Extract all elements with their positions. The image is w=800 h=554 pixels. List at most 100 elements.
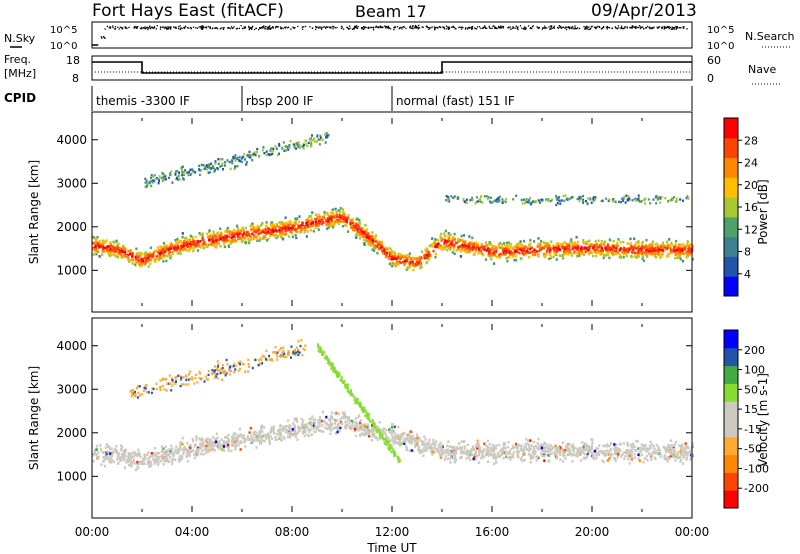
power-cell	[137, 251, 140, 255]
noise-point	[620, 27, 622, 30]
power-cell-far	[305, 142, 308, 146]
velocity-cell	[584, 448, 587, 451]
noise-point	[606, 28, 608, 30]
power-cell	[641, 246, 644, 250]
noise-point	[104, 28, 106, 30]
power-cell-far	[324, 141, 327, 144]
power-cell	[418, 258, 422, 261]
velocity-cell	[287, 419, 290, 422]
power-cell	[540, 239, 543, 243]
power-cell-upper	[534, 200, 537, 203]
noise-point	[368, 27, 370, 29]
noise-point	[517, 28, 519, 31]
power-cell	[260, 230, 263, 233]
power-cell	[490, 252, 494, 255]
power-cell-far	[164, 177, 167, 181]
noise-point	[103, 36, 105, 39]
power-cell	[432, 242, 435, 245]
noise-point	[541, 28, 543, 30]
power-cell	[193, 240, 196, 243]
power-cell-upper	[445, 195, 448, 198]
power-cell-far	[303, 144, 305, 147]
power-cell	[594, 240, 597, 243]
power-cell	[219, 227, 222, 230]
noise-point	[293, 27, 295, 30]
noise-point	[135, 26, 137, 28]
velocity-cell	[573, 446, 576, 450]
noise-point	[275, 26, 277, 28]
power-cell	[465, 251, 468, 254]
noise-point	[494, 26, 497, 28]
power-cell	[678, 256, 681, 259]
velocity-cell	[654, 450, 657, 453]
velocity-cell	[686, 451, 689, 455]
power-cell	[550, 240, 553, 243]
velocity-cell	[503, 451, 506, 454]
power-cell	[418, 255, 421, 259]
power-cell	[219, 237, 222, 241]
noise-point	[409, 26, 411, 29]
power-cell	[674, 243, 677, 246]
power-cell-far	[295, 147, 297, 150]
power-cell-far	[219, 158, 222, 161]
power-cell	[611, 253, 614, 257]
velocity-cell	[360, 424, 363, 428]
velocity-cell	[276, 433, 279, 436]
power-cell	[315, 225, 318, 229]
power-cell	[305, 218, 308, 222]
velocity-cell	[533, 447, 536, 451]
velocity-scatter	[92, 339, 694, 472]
velocity-cell	[303, 425, 306, 429]
velocity-cell	[538, 444, 541, 448]
power-cell-upper	[494, 199, 497, 202]
power-cell	[668, 252, 671, 256]
power-cell	[337, 222, 340, 225]
velocity-cell	[358, 422, 361, 425]
velocity-cell	[444, 455, 447, 458]
velocity-cell	[641, 447, 644, 450]
power-cell-far	[250, 154, 253, 157]
power-cell-far	[174, 172, 177, 176]
power-cell	[497, 243, 501, 246]
colorbar-tick-label: 8	[744, 246, 751, 259]
power-cell-upper	[664, 197, 667, 200]
noise-point	[596, 26, 598, 29]
power-cell-far	[189, 173, 192, 176]
velocity-cell	[624, 455, 627, 458]
noise-point	[640, 26, 642, 29]
power-cell	[608, 238, 611, 241]
power-cell	[353, 227, 356, 230]
power-cell	[228, 232, 231, 236]
power-cell	[622, 248, 625, 251]
velocity-cell	[250, 434, 253, 438]
power-cell	[388, 262, 391, 266]
velocity-cell	[494, 455, 497, 458]
power-cell	[686, 255, 689, 258]
velocity-cell	[476, 439, 479, 443]
noise-point	[488, 27, 491, 29]
power-cell	[279, 231, 283, 235]
velocity-cell	[563, 450, 566, 454]
power-cell	[641, 245, 644, 248]
power-cell	[526, 249, 529, 253]
power-cell	[407, 255, 410, 258]
noise-point	[262, 27, 264, 29]
power-cell-far	[238, 155, 241, 159]
power-cell	[681, 259, 685, 263]
velocity-cell	[343, 411, 346, 414]
velocity-cell	[599, 450, 602, 453]
power-cell-far	[263, 152, 266, 155]
power-cell	[452, 245, 455, 248]
power-cell	[404, 260, 407, 264]
velocity-cell	[581, 441, 584, 444]
power-cell	[588, 252, 591, 256]
velocity-cell	[296, 425, 300, 429]
power-cell	[630, 245, 633, 248]
power-cell	[487, 247, 490, 250]
power-cell	[382, 247, 385, 251]
power-cell	[325, 222, 328, 226]
power-cell	[274, 229, 277, 232]
power-cell	[207, 235, 210, 239]
power-cell	[633, 251, 637, 255]
